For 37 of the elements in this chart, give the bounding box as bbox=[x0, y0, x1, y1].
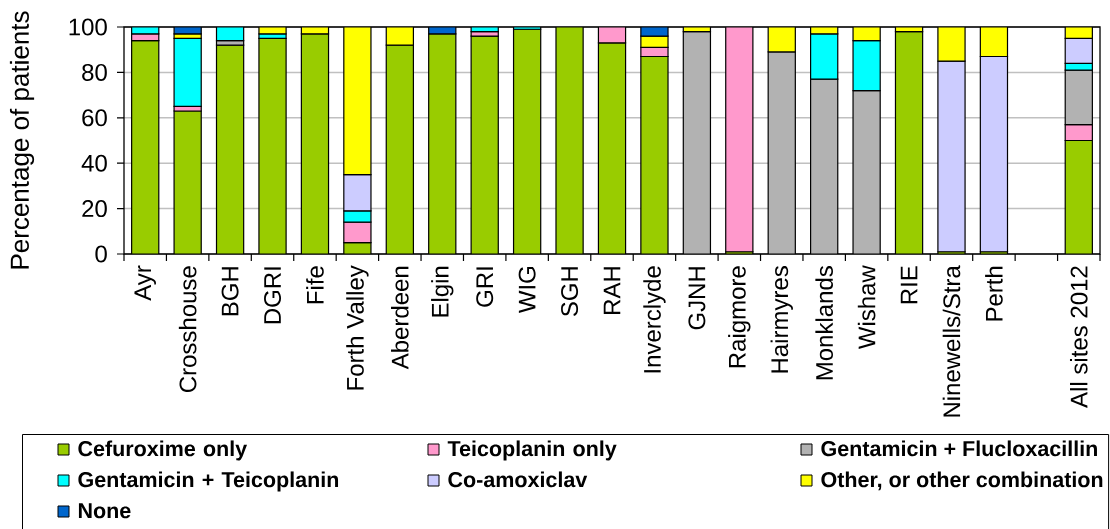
y-tick-label: 80 bbox=[82, 63, 107, 81]
y-tick-label: 60 bbox=[82, 109, 107, 127]
x-tick-label: Ninewells/Stra bbox=[942, 265, 961, 417]
x-tick-label: Monklands bbox=[815, 266, 833, 380]
x-tick-label: Hairmyres bbox=[770, 266, 793, 373]
x-tick-label: Forth Valley bbox=[346, 265, 369, 390]
legend-label: Teicoplanin only bbox=[447, 440, 617, 461]
x-tick-label: DGRI bbox=[264, 267, 282, 324]
y-axis-title: Percentage of patients bbox=[9, 11, 35, 269]
legend-label: Cefuroxime only bbox=[78, 440, 248, 461]
x-tick-label: GJNH bbox=[688, 267, 706, 330]
legend-label: Other, or other combination bbox=[821, 471, 1103, 491]
y-tick-label: 20 bbox=[82, 200, 107, 218]
legend-label: None bbox=[78, 503, 131, 519]
y-tick-label: 100 bbox=[69, 18, 107, 36]
x-tick-label: RAH bbox=[603, 267, 621, 314]
x-tick-label: Elgin bbox=[431, 266, 454, 317]
x-tick-label: Ayr bbox=[134, 265, 156, 301]
x-tick-label: BGH bbox=[221, 267, 239, 316]
x-tick-label: Fife bbox=[306, 266, 324, 304]
x-tick-label: Perth bbox=[985, 266, 1003, 321]
y-tick-label: 0 bbox=[95, 245, 107, 263]
legend-label: Gentamicin + Flucloxacillin bbox=[821, 440, 1097, 457]
x-tick-label: Inverclyde bbox=[643, 266, 666, 373]
y-tick-label: 40 bbox=[81, 154, 107, 172]
x-tick-label: Aberdeen bbox=[391, 266, 409, 370]
x-tick-label: Raigmore bbox=[728, 266, 751, 368]
x-tick-label: GRI bbox=[476, 267, 494, 307]
x-tick-label: All sites 2012 bbox=[1069, 266, 1088, 408]
x-tick-label: RIE bbox=[900, 266, 918, 304]
legend-label: Co-amoxiclav bbox=[448, 471, 588, 488]
legend-label: Gentamicin + Teicoplanin bbox=[78, 471, 339, 492]
bar bbox=[173, 37, 202, 108]
x-tick-label: Crosshouse bbox=[178, 266, 197, 393]
x-tick-label: Wishaw bbox=[857, 265, 876, 350]
x-tick-label: SGH bbox=[561, 267, 579, 317]
x-tick-label: WIG bbox=[518, 266, 536, 314]
